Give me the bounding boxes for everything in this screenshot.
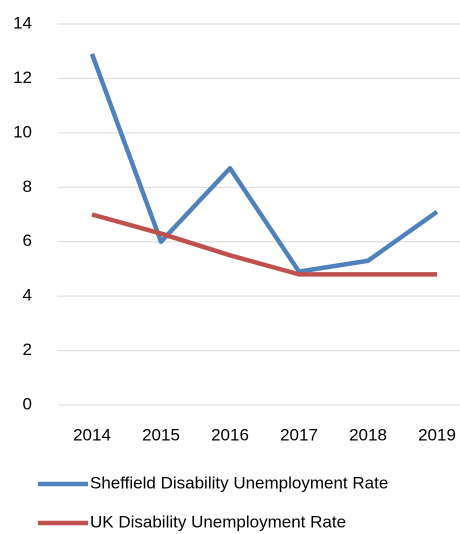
x-tick-label: 2014 bbox=[73, 425, 111, 444]
x-tick-label: 2015 bbox=[142, 425, 180, 444]
y-tick-label: 14 bbox=[13, 13, 32, 32]
y-tick-label: 2 bbox=[23, 340, 32, 359]
y-tick-label: 12 bbox=[13, 68, 32, 87]
legend-label: Sheffield Disability Unemployment Rate bbox=[90, 473, 388, 492]
x-tick-label: 2019 bbox=[418, 425, 456, 444]
y-tick-label: 8 bbox=[23, 177, 32, 196]
y-tick-label: 6 bbox=[23, 231, 32, 250]
series-line bbox=[91, 212, 437, 277]
series-line bbox=[89, 53, 439, 274]
x-tick-label: 2016 bbox=[211, 425, 249, 444]
y-tick-label: 0 bbox=[23, 394, 32, 413]
legend-label: UK Disability Unemployment Rate bbox=[90, 512, 346, 531]
x-tick-label: 2018 bbox=[349, 425, 387, 444]
y-tick-label: 10 bbox=[13, 122, 32, 141]
x-tick-label: 2017 bbox=[280, 425, 318, 444]
y-tick-label: 4 bbox=[23, 286, 32, 305]
